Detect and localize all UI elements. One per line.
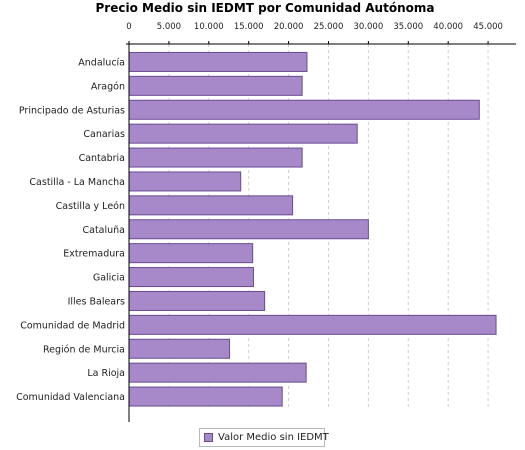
bar — [128, 75, 303, 96]
category-label: Castilla - La Mancha — [29, 177, 125, 188]
x-tick-label: 30.000 — [354, 22, 384, 32]
category-label: La Rioja — [87, 368, 125, 379]
chart-title: Precio Medio sin IEDMT por Comunidad Aut… — [96, 1, 435, 15]
category-label: Andalucía — [78, 57, 125, 68]
category-label: Canarias — [83, 129, 125, 140]
bar — [128, 171, 242, 192]
category-label: Comunidad Valenciana — [16, 392, 125, 403]
bar — [128, 362, 307, 383]
category-label: Illes Balears — [68, 296, 125, 307]
legend: Valor Medio sin IEDMT — [199, 428, 329, 447]
legend-series-label: Valor Medio sin IEDMT — [218, 432, 329, 443]
bar — [128, 243, 254, 264]
bar — [128, 147, 303, 168]
bar — [128, 51, 308, 72]
bar — [128, 314, 497, 335]
bar — [128, 290, 266, 311]
category-label: Extremadura — [63, 249, 125, 260]
legend-swatch — [204, 433, 213, 442]
x-tick-label: 5.000 — [157, 22, 181, 32]
x-tick-label: 25.000 — [314, 22, 344, 32]
x-tick-label: 0 — [126, 22, 131, 32]
category-label: Comunidad de Madrid — [20, 320, 125, 331]
x-axis-ticks: 0 5.000 10.000 15.000 20.000 25.000 30.000 35.0… — [126, 22, 503, 44]
category-labels: Andalucía Aragón Principado de Asturias Can… — [16, 57, 125, 403]
x-tick-label: 45.000 — [473, 22, 503, 32]
category-label: Región de Murcia — [43, 344, 125, 355]
x-tick-label: 15.000 — [234, 22, 264, 32]
bar — [128, 195, 294, 216]
bar — [128, 338, 231, 359]
axes — [126, 41, 516, 422]
category-label: Galicia — [93, 273, 125, 284]
category-label: Cataluña — [82, 225, 125, 236]
bar — [128, 123, 358, 144]
x-tick-label: 40.000 — [433, 22, 463, 32]
x-tick-label: 20.000 — [274, 22, 304, 32]
bar — [128, 99, 480, 120]
category-label: Aragón — [91, 81, 125, 92]
bar — [128, 219, 369, 240]
bar — [128, 267, 254, 288]
category-label: Cantabria — [79, 153, 125, 164]
bar — [128, 386, 283, 407]
x-tick-label: 10.000 — [194, 22, 224, 32]
category-label: Principado de Asturias — [19, 105, 125, 116]
x-tick-label: 35.000 — [393, 22, 423, 32]
category-label: Castilla y León — [56, 201, 125, 212]
bars — [128, 51, 497, 407]
